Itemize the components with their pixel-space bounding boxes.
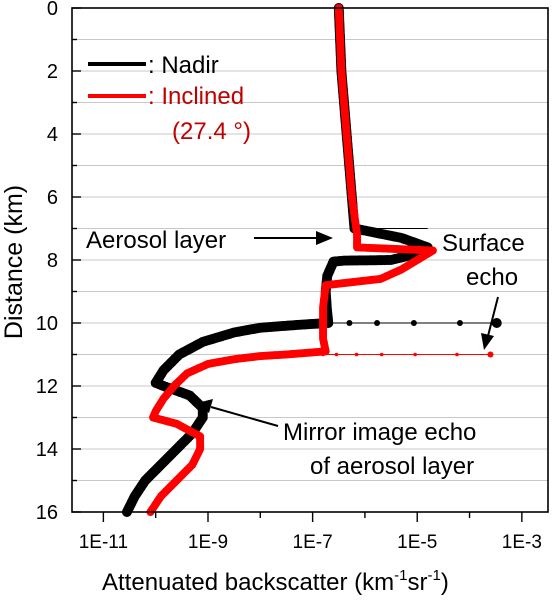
data-point (456, 320, 463, 326)
y-axis: 0 2 4 6 8 10 12 14 16 (36, 0, 81, 524)
x-axis-title: Attenuated backscatter (km-1sr-1) (102, 567, 449, 596)
x-axis-title-sup2: -1 (427, 567, 440, 584)
annotation-mirror-line1: Mirror image echo (283, 419, 476, 446)
x-axis-title-mid: sr (407, 569, 427, 596)
legend-inclined-label: : Inclined (148, 83, 244, 110)
x-tick-label: 1E-5 (397, 532, 437, 553)
y-tick-label: 8 (47, 250, 58, 272)
y-tick-label: 6 (47, 187, 58, 209)
x-tick-label: 1E-11 (79, 532, 128, 553)
arrow-mirror-shaft (210, 406, 279, 427)
y-tick-label: 4 (47, 124, 58, 146)
y-tick-label: 16 (36, 502, 58, 524)
arrow-aerosol-head (316, 231, 333, 245)
annotation-surface-line2: echo (466, 264, 518, 291)
x-axis-title-main: Attenuated backscatter (km (102, 569, 394, 596)
y-tick-label: 0 (47, 0, 58, 20)
x-tick-label: 1E-7 (293, 532, 333, 553)
x-axis-title-end: ) (441, 569, 449, 596)
arrow-mirror-head (197, 399, 213, 413)
data-point (455, 352, 459, 357)
data-point (374, 320, 381, 326)
legend: : Nadir : Inclined (27.4 °) (88, 52, 251, 145)
x-tick-label: 1E-3 (502, 532, 542, 553)
y-tick-label: 14 (36, 439, 58, 461)
arrow-surface-head (481, 333, 494, 350)
annotation-aerosol-layer: Aerosol layer (86, 227, 226, 254)
legend-angle-label: (27.4 °) (172, 118, 251, 145)
y-tick-label: 10 (36, 313, 58, 335)
data-point (354, 352, 359, 357)
annotation-surface-line1: Surface (442, 230, 525, 257)
data-point (346, 320, 353, 326)
x-axis-title-sup1: -1 (394, 567, 407, 584)
data-point (410, 320, 417, 326)
y-tick-label: 2 (47, 61, 58, 83)
data-point (334, 352, 339, 357)
x-axis: 1E-11 1E-9 1E-7 1E-5 1E-3 (79, 512, 542, 553)
data-point (413, 352, 417, 357)
series-inclined (146, 4, 437, 516)
grid-lines (72, 39, 548, 481)
surface-echo-peak (491, 318, 502, 328)
data-point (379, 352, 384, 357)
legend-nadir-label: : Nadir (148, 52, 219, 79)
annotation-mirror-line2: of aerosol layer (310, 453, 474, 480)
y-tick-label: 12 (36, 376, 58, 398)
surface-echo-peak (487, 351, 494, 358)
x-tick-label: 1E-9 (188, 532, 228, 553)
annotations: Aerosol layer Surface echo Mirror image … (86, 227, 525, 480)
arrow-surface-shaft (487, 296, 499, 337)
y-axis-title: Distance (km) (0, 185, 28, 339)
